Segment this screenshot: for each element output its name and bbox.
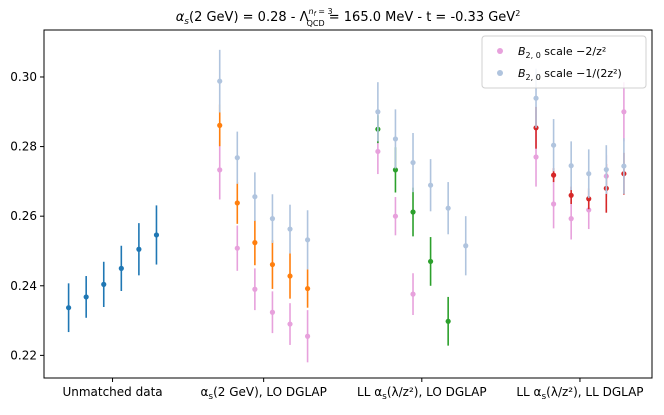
point-pink-11: [568, 216, 574, 222]
legend-box: [481, 35, 647, 89]
point-lightblue-11: [463, 243, 469, 249]
plot-area: [66, 49, 627, 363]
point-blue-2: [101, 281, 107, 287]
x-tick-label-3: LL αs(λ/z²), LL DGLAP: [516, 385, 643, 402]
point-lightblue-13: [550, 142, 557, 148]
point-pink-4: [287, 321, 293, 327]
point-blue-5: [153, 232, 160, 238]
title-text: αs(2 GeV) = 0.28 - Λnf = 3 QCD = 165.0 Me…: [176, 7, 521, 28]
point-orange-0: [217, 122, 223, 128]
point-orange-5: [304, 285, 311, 292]
point-orange-4: [287, 273, 293, 279]
x-tick-label-2: LL αs(λ/z²), LO DGLAP: [357, 385, 487, 402]
point-lightblue-16: [603, 166, 609, 173]
point-orange-1: [234, 200, 240, 206]
point-green-2: [410, 209, 416, 215]
axes-frame: [43, 29, 653, 379]
legend-marker-lightblue: [497, 70, 503, 76]
point-pink-9: [533, 154, 539, 160]
point-pink-6: [375, 148, 381, 155]
point-lightblue-3: [269, 216, 276, 222]
point-pink-3: [269, 309, 276, 315]
x-tick-label-0: Unmatched data: [62, 385, 162, 399]
chart-title: αs(2 GeV) = 0.28 - Λnf = 3 QCD = 165.0 Me…: [176, 7, 521, 28]
point-pink-10: [550, 201, 557, 207]
point-red-3: [586, 196, 592, 202]
point-pink-5: [304, 333, 311, 339]
series-pink: [217, 82, 627, 363]
legend: B2, 0 scale −2/z² B2, 0 scale −1/(2z²): [481, 35, 647, 89]
point-green-4: [445, 318, 451, 324]
point-pink-12: [586, 207, 592, 213]
point-blue-4: [136, 246, 142, 252]
axes: 0.22 0.24 0.26 0.28 0.30 Unmatched data αs(2 G…: [10, 29, 653, 402]
point-blue-0: [66, 305, 72, 311]
x-tick-label-1: αs(2 GeV), LO DGLAP: [200, 385, 326, 402]
point-lightblue-5: [304, 237, 311, 243]
series-blue: [66, 205, 160, 333]
point-lightblue-12: [533, 95, 539, 101]
point-red-2: [568, 192, 574, 198]
legend-label-lightblue: B2, 0 scale −1/(2z²): [518, 67, 622, 82]
point-pink-14: [621, 109, 627, 115]
point-red-1: [550, 172, 557, 178]
y-tick-label-0: 0.22: [10, 348, 37, 362]
point-orange-3: [269, 261, 276, 268]
y-tick-label-1: 0.24: [10, 279, 37, 293]
point-orange-2: [252, 240, 258, 246]
point-lightblue-2: [252, 194, 258, 200]
point-pink-2: [252, 286, 258, 292]
point-lightblue-6: [375, 109, 381, 115]
series-red: [533, 106, 627, 213]
point-blue-1: [83, 294, 89, 300]
point-pink-8: [410, 291, 416, 297]
legend-label-pink: B2, 0 scale −2/z²: [518, 45, 606, 60]
point-green-1: [392, 167, 399, 173]
y-tick-label-3: 0.28: [10, 140, 37, 154]
point-lightblue-15: [586, 171, 592, 177]
point-lightblue-9: [427, 182, 434, 188]
legend-marker-pink: [497, 48, 503, 54]
y-tick-label-4: 0.30: [10, 70, 37, 84]
series-orange: [217, 104, 311, 308]
point-lightblue-10: [445, 205, 451, 211]
point-lightblue-4: [287, 226, 293, 232]
point-lightblue-7: [392, 136, 399, 142]
point-pink-7: [392, 213, 399, 219]
point-pink-1: [234, 245, 240, 251]
point-lightblue-14: [568, 163, 574, 169]
y-tick-label-2: 0.26: [10, 209, 37, 223]
point-green-3: [427, 258, 434, 265]
point-lightblue-8: [410, 159, 416, 166]
series-lightblue: [217, 49, 627, 276]
point-lightblue-17: [621, 163, 627, 169]
point-blue-3: [118, 265, 124, 271]
point-pink-0: [217, 167, 223, 173]
point-lightblue-0: [217, 78, 223, 84]
point-lightblue-1: [234, 155, 240, 161]
